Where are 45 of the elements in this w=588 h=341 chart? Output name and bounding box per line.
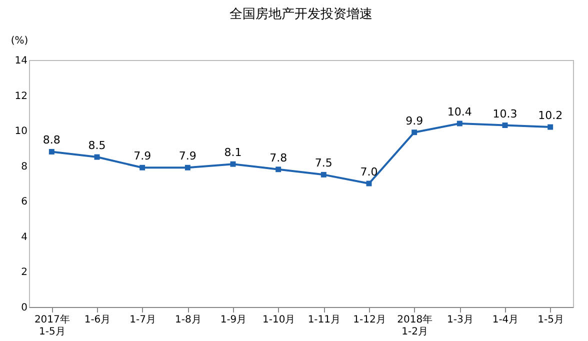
x-tick-label: 1-11月 [308,314,341,326]
point [48,149,54,154]
data-label: 7.9 [134,150,152,163]
x-tick-label: 1-5月 [538,314,564,326]
point [320,172,326,178]
x-tick-label: 1-8月 [174,314,202,326]
data-label: 8.5 [88,139,106,152]
point [412,130,418,136]
data-label: 7.0 [360,166,378,178]
point [502,122,508,128]
x-tick-label: 1-6月 [84,314,111,326]
point [94,154,100,160]
data-label: 8.1 [224,146,242,160]
x-tick-label: 1-9月 [220,314,247,326]
x-tick-label: 1-10月 [262,314,296,326]
data-label: 10.4 [447,106,472,119]
data-label: 7.9 [178,150,196,163]
point [456,120,462,126]
y-tick-label: 6 [21,196,28,208]
data-label: 7.5 [314,156,332,170]
x-tick-label: 2018年 1-2月 [397,314,433,338]
x-tick-label: 1-4月 [492,314,519,326]
y-tick-label: 10 [14,126,28,138]
x-tick-label: 1-3月 [446,314,474,326]
x-tick-label: 2017年 1-5月 [34,314,70,338]
point [140,164,146,170]
data-label: 8.8 [42,134,60,147]
point [184,164,190,170]
x-tick-label: 1-12月 [353,314,386,326]
chart-title: 全国房地产开发投资增速 [230,6,372,22]
data-label: 10.3 [492,107,518,120]
y-tick-label: 4 [21,232,28,243]
x-tick-label: 1-7月 [130,314,156,326]
y-tick-label: 2 [21,267,28,278]
data-label: 10.2 [538,109,563,122]
y-tick-label: 8 [21,161,28,172]
point [548,124,554,130]
point [230,161,236,167]
y-tick-label: 14 [14,56,28,66]
y-tick-label: 12 [14,90,28,102]
point [276,166,282,172]
data-label: 7.8 [270,151,288,164]
data-label: 9.9 [406,114,424,128]
y-tick-label: 0 [21,302,28,314]
y-axis-title: (%) [10,36,28,46]
